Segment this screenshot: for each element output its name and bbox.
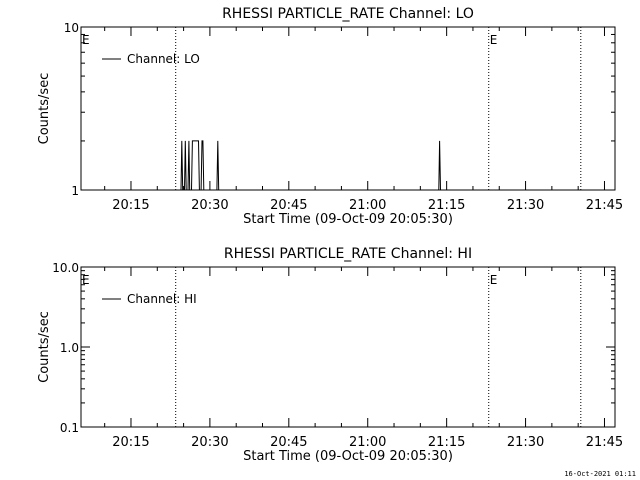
panel-1-x-tick-label: 20:15 [112,198,149,213]
panel-1-y-axis-label: Counts/sec [37,73,52,145]
panel-2-x-tick-label: 21:30 [507,435,544,450]
panel-1-y-tick-label: 1 [71,184,79,198]
panel-1-event-marker-label: E [490,33,498,47]
panel-1-x-tick-label: 21:45 [586,198,623,213]
panel-1-title: RHESSI PARTICLE_RATE Channel: LO [222,6,474,22]
panel-1-y-tick-label: 10 [64,21,79,35]
panel-2-x-tick-label: 20:30 [191,435,228,450]
panel-2-legend-label: Channel: HI [127,292,197,306]
panel-2-edge-marker-label: E [82,273,90,287]
panel-1-series-line [81,140,615,191]
panel-2-x-tick-label: 21:45 [586,435,623,450]
panel-1-edge-marker-label: E [82,33,90,47]
panel-1-x-tick-label: 21:30 [507,198,544,213]
panel-2-x-tick-label: 21:00 [349,435,386,450]
panel-2-plot-frame [80,266,616,428]
panel-2-y-tick-label: 1.0 [60,341,79,355]
panel-1-x-tick-label: 21:15 [428,198,465,213]
panel-1-x-tick-label: 20:45 [270,198,307,213]
panel-1-x-tick-label: 20:30 [191,198,228,213]
panel-2-x-tick-label: 21:15 [428,435,465,450]
panel-2-title: RHESSI PARTICLE_RATE Channel: HI [224,246,472,262]
panel-2-y-axis-label: Counts/sec [37,311,52,383]
panel-2-x-tick-label: 20:15 [112,435,149,450]
panel-2-event-marker-label: E [490,273,498,287]
panel-2-x-axis-label: Start Time (09-Oct-09 20:05:30) [243,449,453,464]
panel-2-x-tick-label: 20:45 [270,435,307,450]
footer-timestamp: 16-Oct-2021 01:11 [564,470,636,478]
panel-2-y-tick-label: 10.0 [52,261,79,275]
panel-2-y-tick-label: 0.1 [60,421,79,435]
panel-1-x-axis-label: Start Time (09-Oct-09 20:05:30) [243,212,453,227]
panel-1-x-tick-label: 21:00 [349,198,386,213]
panel-1-legend-label: Channel: LO [127,52,200,66]
